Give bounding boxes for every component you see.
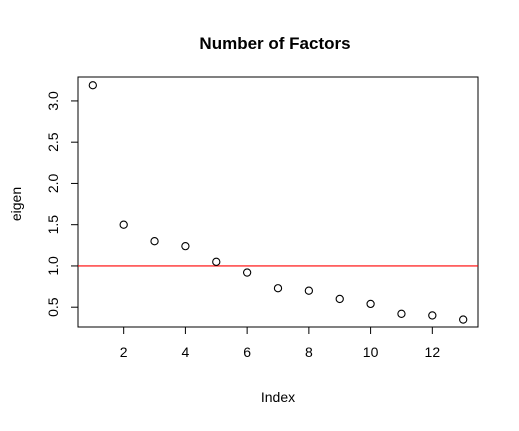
plot-frame (77, 76, 479, 328)
data-point (459, 315, 468, 324)
x-tick-label: 12 (425, 344, 441, 360)
data-point (397, 309, 406, 318)
y-tick-label: 2.0 (45, 173, 61, 193)
data-point (242, 268, 252, 277)
x-tick-label: 10 (363, 344, 379, 360)
data-point (273, 284, 283, 293)
y-tick-label: 1.0 (45, 256, 61, 276)
data-point (366, 299, 375, 309)
x-axis-label: Index (261, 389, 295, 405)
x-tick-label: 4 (182, 344, 190, 360)
y-tick-label: 3.0 (45, 91, 61, 111)
y-tick-label: 1.5 (45, 215, 61, 235)
data-point (304, 286, 314, 295)
data-point (119, 220, 128, 229)
x-tick-label: 8 (305, 344, 313, 360)
y-tick-label: 0.5 (45, 297, 61, 317)
y-tick-label: 2.5 (45, 132, 61, 152)
x-tick-label: 2 (120, 344, 128, 360)
x-tick-label: 6 (243, 344, 251, 360)
chart-title: Number of Factors (199, 34, 350, 53)
data-point (181, 241, 190, 251)
data-point (428, 311, 437, 320)
data-point (88, 81, 97, 90)
data-point (212, 257, 221, 266)
data-point (150, 237, 159, 246)
y-axis-label: eigen (8, 187, 24, 221)
data-point (335, 294, 344, 304)
